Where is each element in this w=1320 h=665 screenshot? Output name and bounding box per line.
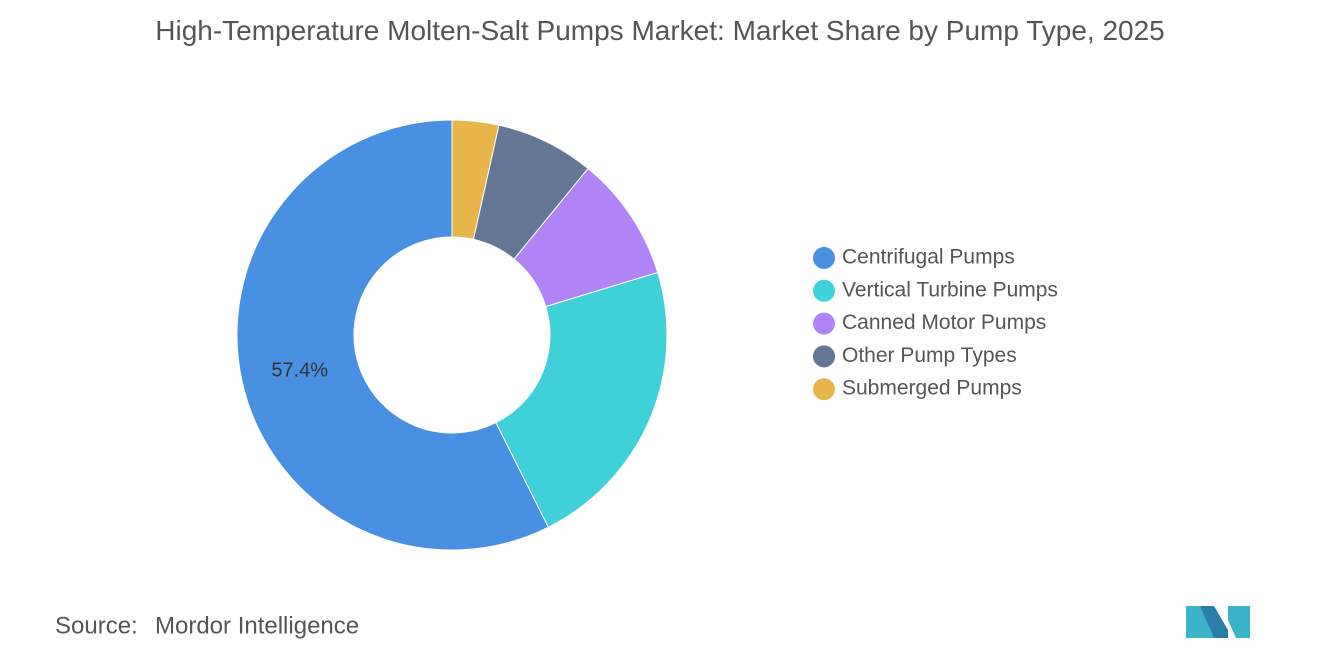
legend-swatch: [813, 312, 835, 335]
legend-swatch: [813, 247, 835, 269]
legend-label: Centrifugal Pumps: [842, 246, 1015, 269]
slice: [495, 271, 668, 528]
logo: [1186, 606, 1250, 638]
slice: [451, 119, 500, 240]
chart-title: High-Temperature Molten-Salt Pumps Marke…: [155, 15, 1165, 46]
legend-swatch: [813, 378, 835, 401]
legend-label: Submerged Pumps: [842, 377, 1022, 400]
legend-label: Other Pump Types: [842, 344, 1017, 367]
legend-label: Vertical Turbine Pumps: [842, 278, 1058, 301]
source-label: Source:: [55, 612, 138, 639]
source-text: Mordor Intelligence: [155, 612, 359, 639]
legend-label: Canned Motor Pumps: [842, 311, 1046, 334]
legend-swatch: [813, 345, 835, 368]
data-label: 57.4%: [271, 359, 328, 381]
legend-swatch: [813, 279, 835, 302]
slice: [236, 119, 550, 551]
